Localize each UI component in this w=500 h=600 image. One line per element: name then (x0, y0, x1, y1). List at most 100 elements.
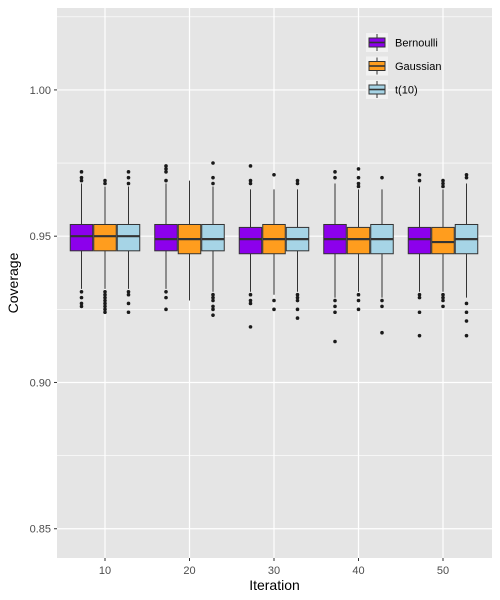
outlier-point (356, 175, 361, 180)
outlier-point (295, 298, 300, 303)
box-group (407, 172, 432, 338)
box-iqr (93, 223, 117, 252)
outlier-point (295, 295, 300, 300)
outlier-point (380, 298, 384, 303)
outlier-point (79, 304, 84, 309)
box-group (69, 170, 94, 309)
outlier-point (164, 170, 168, 174)
outlier-point (441, 178, 445, 183)
axes: 0.85 0.90 0.95 1.00 10 20 30 40 50 (30, 85, 450, 577)
outlier-point (79, 295, 84, 300)
box-iqr (116, 223, 141, 252)
legend-item: Bernoulli (366, 33, 438, 52)
box-iqr (431, 226, 455, 255)
outlier-point (126, 310, 131, 315)
outlier-point (126, 292, 131, 297)
x-tick-label: 20 (183, 565, 195, 577)
outlier-point (79, 170, 84, 174)
outlier-point (380, 175, 384, 180)
outlier-point (441, 181, 445, 186)
outlier-point (103, 289, 107, 294)
outlier-point (417, 310, 422, 315)
outlier-point (126, 170, 131, 174)
outlier-point (417, 172, 422, 177)
outlier-point (211, 304, 215, 309)
box-iqr (238, 226, 263, 255)
outlier-point (248, 301, 253, 306)
outlier-point (295, 292, 300, 297)
box-group (285, 178, 310, 320)
box-group (177, 180, 202, 301)
outlier-point (79, 178, 84, 183)
outlier-point (356, 298, 361, 303)
outlier-point (380, 330, 384, 335)
outlier-point (211, 313, 215, 317)
box-iqr (69, 223, 94, 252)
outlier-point (211, 307, 215, 312)
outlier-point (417, 295, 422, 300)
outlier-point (417, 292, 422, 297)
outlier-point (333, 298, 337, 303)
outlier-point (417, 333, 422, 338)
outlier-point (248, 325, 253, 329)
box-iqr (407, 226, 432, 255)
outlier-point (79, 289, 84, 294)
outlier-point (103, 301, 107, 306)
outlier-point (464, 333, 469, 338)
legend: Bernoulli Gaussian t(10) (366, 33, 441, 99)
outlier-point (164, 167, 168, 171)
outlier-point (441, 184, 445, 189)
outlier-point (211, 292, 215, 297)
outlier-point (248, 181, 253, 186)
outlier-point (441, 304, 445, 309)
box-iqr (154, 223, 178, 252)
outlier-point (333, 304, 337, 309)
outlier-point (164, 307, 168, 312)
outlier-point (103, 292, 107, 297)
outlier-point (103, 307, 107, 312)
outlier-point (333, 339, 337, 344)
outlier-point (248, 298, 253, 303)
outlier-point (211, 295, 215, 300)
y-tick-label: 1.00 (30, 85, 51, 97)
outlier-point (211, 175, 215, 180)
box-group (154, 164, 178, 312)
outlier-point (103, 181, 107, 186)
outlier-point (103, 178, 107, 183)
x-tick-label: 30 (268, 565, 280, 577)
outlier-point (356, 184, 361, 189)
outlier-point (103, 295, 107, 300)
outlier-point (103, 304, 107, 309)
legend-label: t(10) (395, 85, 418, 97)
outlier-point (295, 316, 300, 320)
box-group (238, 164, 263, 329)
outlier-point (164, 178, 168, 183)
x-tick-label: 10 (99, 565, 111, 577)
x-axis-title: Iteration (249, 577, 300, 593)
legend-label: Gaussian (395, 61, 441, 73)
y-axis-title: Coverage (5, 252, 21, 313)
y-tick-label: 0.90 (30, 377, 51, 389)
outlier-point (79, 175, 84, 180)
y-tick-label: 0.95 (30, 231, 51, 243)
box-group (201, 161, 225, 317)
outlier-point (356, 292, 361, 297)
box-group (454, 172, 479, 338)
box-iqr (346, 226, 371, 255)
outlier-point (356, 181, 361, 186)
outlier-point (356, 307, 361, 312)
outlier-point (164, 295, 168, 300)
outlier-point (272, 172, 276, 177)
outlier-point (211, 181, 215, 186)
box-group (93, 178, 117, 315)
outlier-point (464, 319, 469, 323)
outlier-point (126, 175, 131, 180)
x-tick-label: 40 (352, 565, 364, 577)
outlier-point (126, 181, 131, 186)
box-group (370, 175, 394, 335)
outlier-point (464, 301, 469, 306)
outlier-point (164, 164, 168, 168)
outlier-point (295, 181, 300, 186)
outlier-point (356, 167, 361, 171)
outlier-point (272, 307, 276, 312)
